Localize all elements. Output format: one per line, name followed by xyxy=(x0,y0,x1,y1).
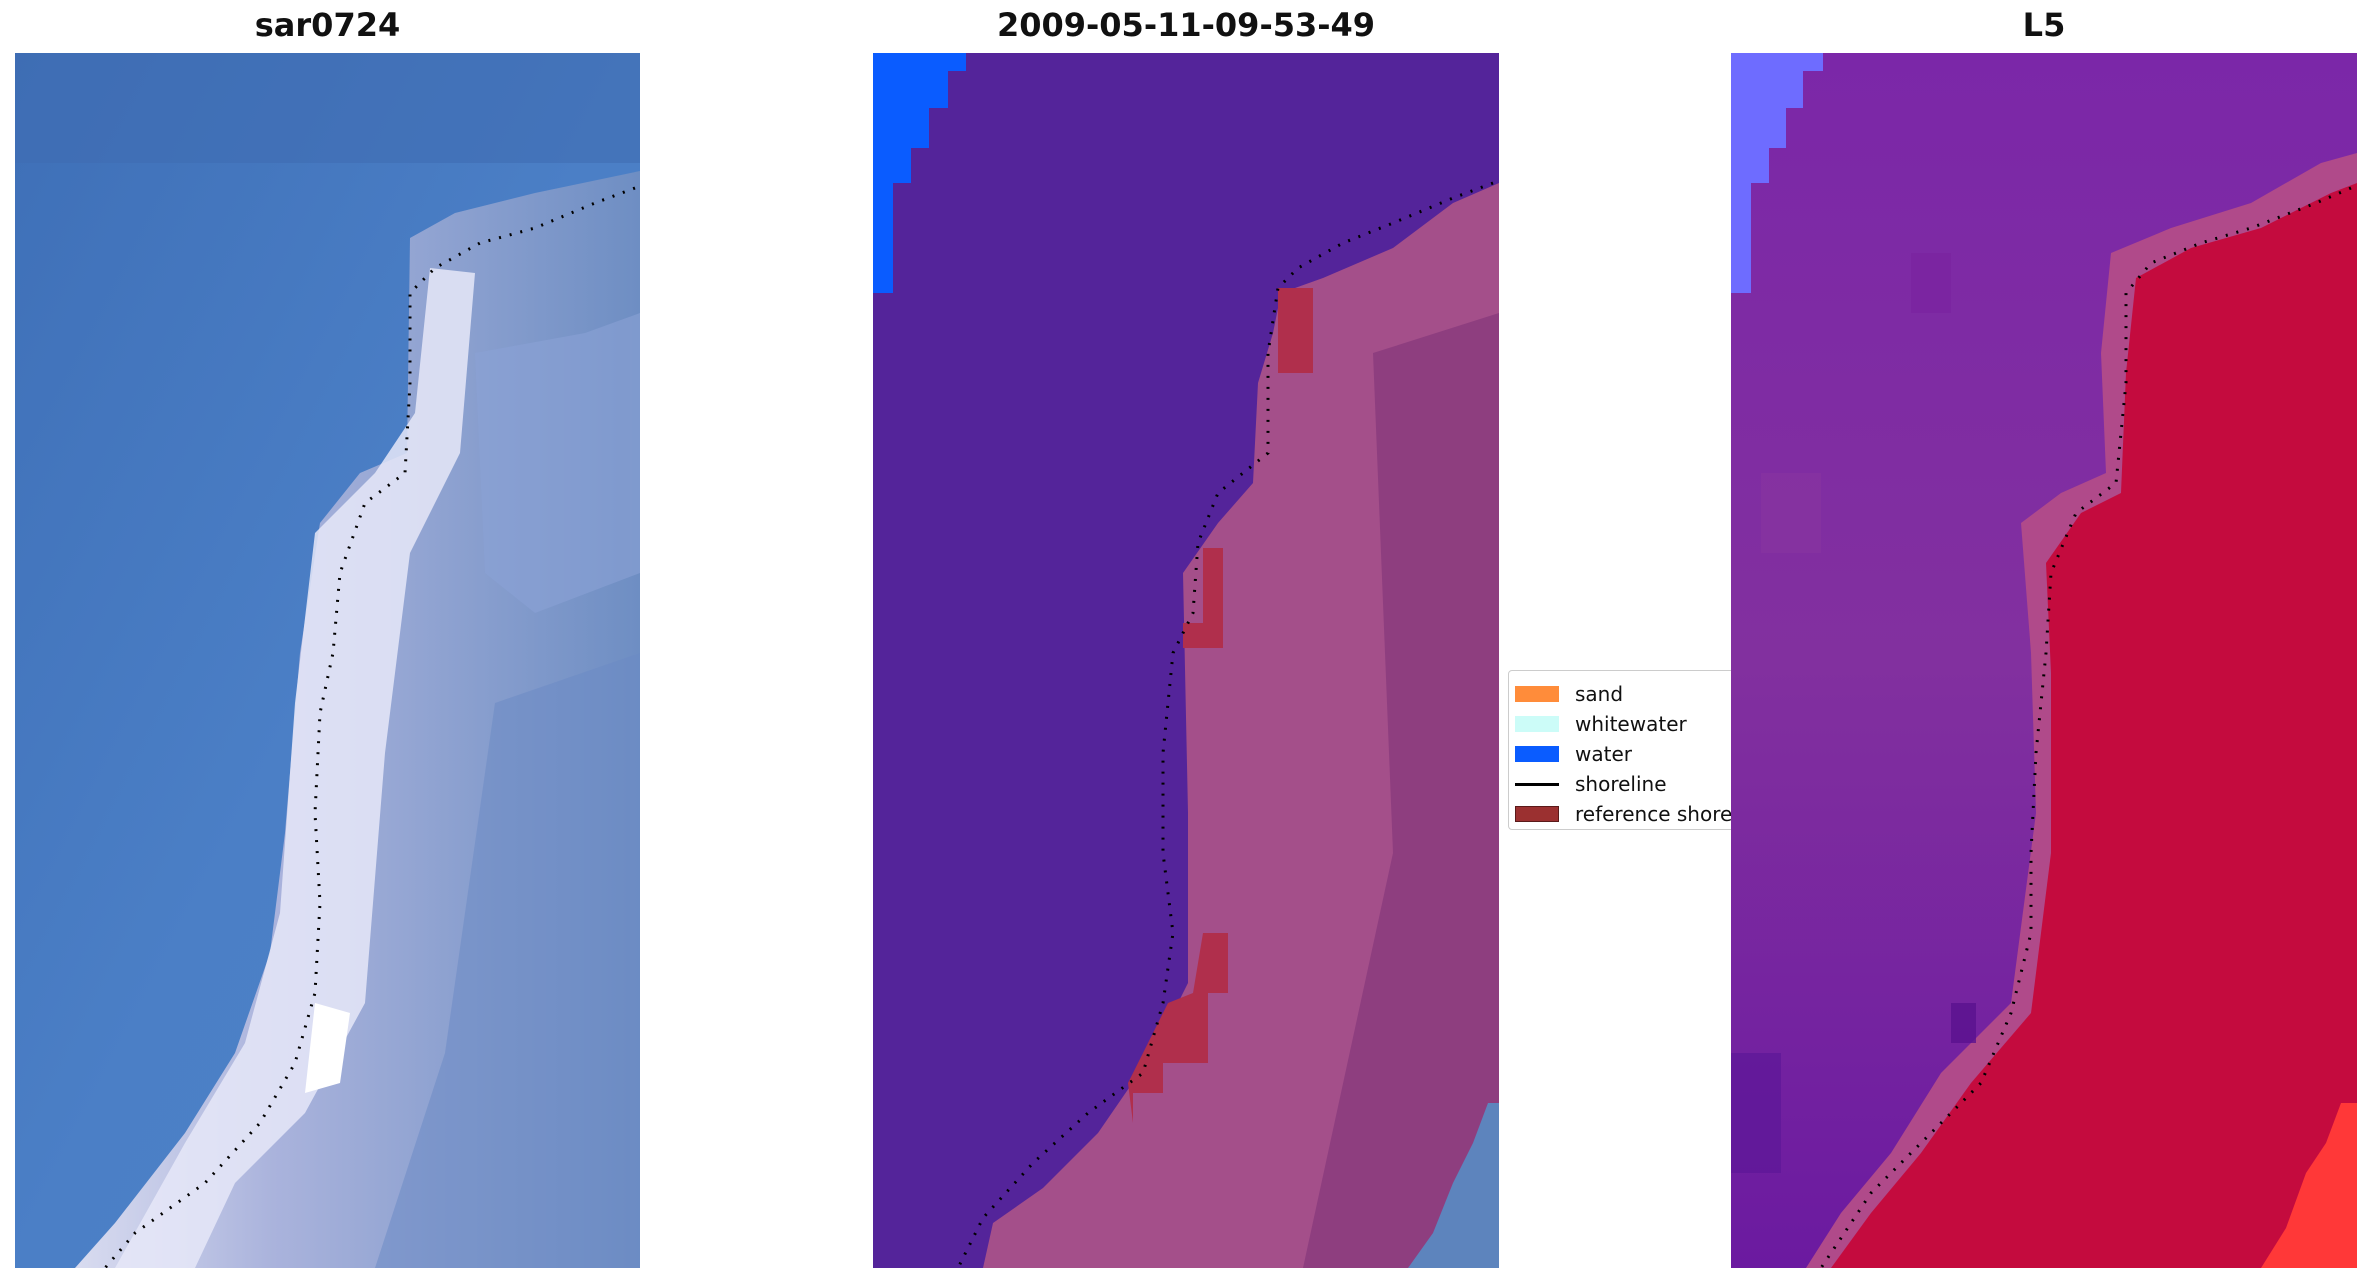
legend: sand whitewater water shoreline referenc… xyxy=(1508,670,1735,830)
legend-item-sand: sand xyxy=(1515,681,1623,707)
legend-item-water: water xyxy=(1515,741,1632,767)
legend-label: whitewater xyxy=(1575,712,1687,736)
rgb-image xyxy=(15,53,640,1268)
panel-title-rgb: sar0724 xyxy=(254,6,401,44)
reference-shoreline-swatch xyxy=(1515,806,1559,822)
index-image xyxy=(1731,53,2357,1268)
water-swatch xyxy=(1515,746,1559,762)
high-index-region xyxy=(1831,183,2357,1268)
legend-item-whitewater: whitewater xyxy=(1515,711,1687,737)
legend-item-shoreline: shoreline xyxy=(1515,771,1667,797)
shoreline-line-sample xyxy=(1515,782,1559,786)
legend-label: reference shoreline xyxy=(1575,802,1734,826)
high-water-region xyxy=(1731,53,1823,293)
index-image-panel xyxy=(1731,53,2357,1268)
classified-image xyxy=(873,53,1499,1268)
legend-label: water xyxy=(1575,742,1632,766)
sand-swatch xyxy=(1515,686,1559,702)
whitewater-swatch xyxy=(1515,716,1559,732)
water-class-region xyxy=(873,53,966,293)
panel-title-classified: 2009-05-11-09-53-49 xyxy=(996,6,1376,44)
classified-image-panel xyxy=(873,53,1499,1268)
panel-title-index: L5 xyxy=(2022,6,2066,44)
legend-label: shoreline xyxy=(1575,772,1667,796)
rgb-image-panel xyxy=(15,53,640,1268)
shoreline-dotted-line xyxy=(956,181,1494,1268)
legend-item-reference-shoreline: reference shoreline xyxy=(1515,801,1734,827)
legend-label: sand xyxy=(1575,682,1624,706)
